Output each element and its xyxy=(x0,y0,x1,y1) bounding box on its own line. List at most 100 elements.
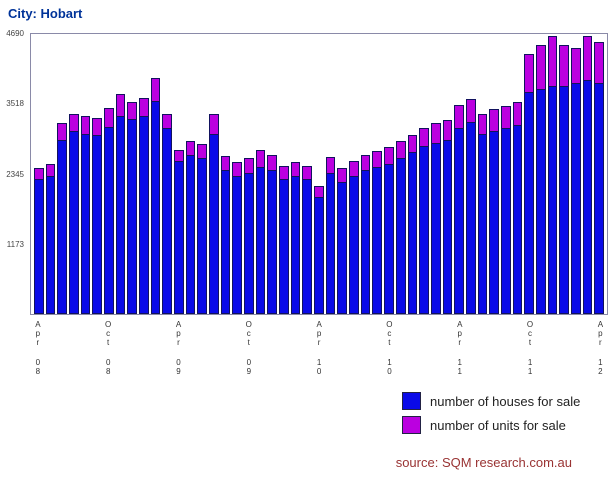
x-tick-empty xyxy=(513,320,523,392)
units-bar-segment xyxy=(419,127,429,147)
units-bar-segment xyxy=(290,162,301,177)
units-bar-segment xyxy=(547,36,558,88)
units-bar-segment xyxy=(209,114,219,135)
houses-bar-segment xyxy=(127,119,138,314)
x-tick-empty xyxy=(221,320,231,392)
houses-legend-label: number of houses for sale xyxy=(430,393,581,409)
units-bar-segment xyxy=(45,163,56,177)
units-legend-label: number of units for sale xyxy=(430,417,566,433)
units-bar-segment xyxy=(512,102,523,126)
houses-bar-segment xyxy=(524,93,534,314)
units-bar-segment xyxy=(314,185,324,198)
bar-group xyxy=(290,34,301,314)
units-bar-segment xyxy=(232,161,243,177)
houses-bar-segment xyxy=(454,128,464,314)
bar-group xyxy=(454,34,464,314)
x-tick-empty xyxy=(349,320,359,392)
houses-bar-segment xyxy=(34,179,44,314)
bar-group xyxy=(92,34,103,314)
houses-bar-segment xyxy=(465,122,476,314)
bar-group xyxy=(314,34,324,314)
x-tick-empty xyxy=(150,320,160,392)
houses-bar-segment xyxy=(174,161,184,314)
x-tick-empty xyxy=(256,320,266,392)
bar-group xyxy=(127,34,138,314)
x-tick-empty xyxy=(209,320,219,392)
x-tick-empty xyxy=(326,320,336,392)
units-bar-segment xyxy=(465,99,476,123)
units-bar-segment xyxy=(197,143,208,159)
units-bar-segment xyxy=(454,105,464,129)
houses-bar-segment xyxy=(349,176,359,314)
x-tick-empty xyxy=(115,320,125,392)
units-bar-segment xyxy=(582,36,593,82)
bar-group xyxy=(209,34,219,314)
bar-group xyxy=(45,34,56,314)
x-tick-empty xyxy=(537,320,547,392)
units-bar-segment xyxy=(150,78,161,103)
bar-group xyxy=(325,34,336,314)
bar-group xyxy=(547,34,558,314)
units-bar-segment xyxy=(80,115,91,135)
houses-bar-segment xyxy=(255,167,266,314)
units-bar-segment xyxy=(127,102,138,120)
x-tick-empty xyxy=(138,320,148,392)
plot-wrap xyxy=(30,33,608,315)
bar-group xyxy=(419,34,429,314)
houses-bar-segment xyxy=(372,167,383,314)
units-bar-segment xyxy=(255,149,266,168)
units-bar-segment xyxy=(477,114,488,135)
x-tick-empty xyxy=(338,320,348,392)
x-tick-empty xyxy=(45,320,55,392)
source-credit: source: SQM research.com.au xyxy=(395,455,572,470)
bar-group xyxy=(512,34,523,314)
units-bar-segment xyxy=(185,140,196,156)
x-tick-empty xyxy=(431,320,441,392)
houses-bar-segment xyxy=(360,170,371,314)
houses-bar-segment xyxy=(139,117,149,314)
houses-bar-segment xyxy=(244,173,254,314)
x-tick-empty xyxy=(572,320,582,392)
bar-group xyxy=(267,34,278,314)
bar-group xyxy=(185,34,196,314)
bar-group xyxy=(34,34,44,314)
units-bar-segment xyxy=(360,154,371,171)
bar-group xyxy=(57,34,68,314)
units-bar-segment xyxy=(115,94,126,117)
x-tick-empty xyxy=(279,320,289,392)
houses-bar-segment xyxy=(267,170,278,314)
x-tick-empty xyxy=(162,320,172,392)
y-axis: 1173 2345 3518 4690 xyxy=(0,29,27,315)
houses-bar-segment xyxy=(197,158,208,314)
bar-group xyxy=(489,34,499,314)
x-tick-empty xyxy=(92,320,102,392)
houses-bar-segment xyxy=(384,164,394,314)
houses-bar-segment xyxy=(594,84,604,314)
bar-group xyxy=(500,34,511,314)
bar-group xyxy=(244,34,254,314)
houses-bar-segment xyxy=(325,173,336,314)
houses-bar-segment xyxy=(290,176,301,314)
y-tick-label: 4690 xyxy=(6,28,24,38)
units-bar-segment xyxy=(500,106,511,129)
units-bar-segment xyxy=(337,167,348,183)
houses-bar-segment xyxy=(209,134,219,314)
houses-bar-segment xyxy=(279,179,289,314)
units-bar-segment xyxy=(34,167,44,180)
units-bar-segment xyxy=(267,155,278,171)
houses-bar-segment xyxy=(489,131,499,314)
houses-bar-segment xyxy=(535,90,546,314)
houses-bar-segment xyxy=(80,134,91,314)
houses-bar-segment xyxy=(407,152,418,314)
houses-bar-segment xyxy=(395,158,406,314)
houses-bar-segment xyxy=(442,140,453,314)
houses-bar-segment xyxy=(92,136,103,314)
x-tick-empty xyxy=(373,320,383,392)
houses-bar-segment xyxy=(582,81,593,314)
units-bar-segment xyxy=(384,146,394,165)
